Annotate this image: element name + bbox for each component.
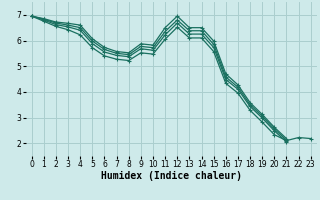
X-axis label: Humidex (Indice chaleur): Humidex (Indice chaleur)	[101, 171, 242, 181]
